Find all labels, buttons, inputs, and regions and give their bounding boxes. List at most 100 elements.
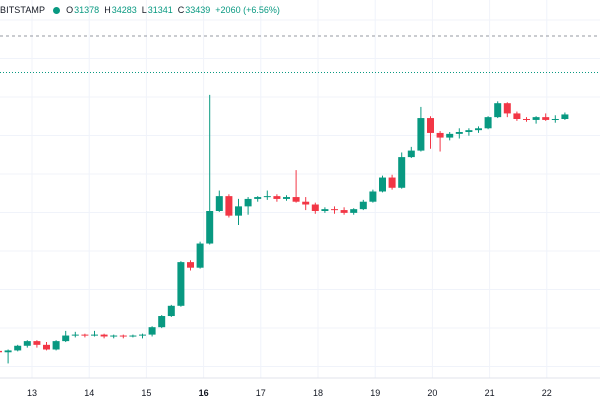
candle [446,132,454,141]
candle-body [43,344,50,350]
candle [494,101,502,119]
candle-body [167,305,175,317]
x-tick-label: 13 [27,388,37,398]
candle-body [532,117,540,120]
candle-body [446,133,454,138]
candle [561,112,569,120]
candle-body [340,210,348,213]
x-tick-label: 17 [256,388,266,398]
high-label: H [104,5,111,15]
candle-body [100,334,108,337]
change-value: +2060 (+6.56%) [215,5,280,15]
candle-body [379,177,386,192]
x-tick-label: 19 [370,388,380,398]
candle-body [388,177,396,188]
candle [321,207,329,213]
candle [254,196,262,202]
candle-body [494,103,502,118]
low-label: L [141,5,147,15]
candle-body [0,350,2,353]
high-value: 34283 [111,5,137,15]
candle [359,199,367,211]
candle-body [321,209,329,212]
candle [331,206,338,214]
candle [407,146,415,159]
x-tick-label: 15 [141,388,151,398]
candle-body [551,118,559,120]
candle-body [542,117,550,120]
candle-body [235,206,242,216]
candle [551,115,559,123]
x-tick-label: 14 [84,388,94,398]
candle-body [91,334,98,336]
candle-body [475,128,482,131]
candle [91,330,98,337]
candle-body [350,209,358,213]
candle [532,116,540,124]
candle [52,340,60,351]
candle-body [14,345,22,351]
candle-body [359,201,367,210]
candle [292,170,300,203]
candle-body [283,197,290,199]
candle [350,208,358,215]
low-value: 31341 [147,5,173,15]
candle-body [369,191,377,202]
candle-body [62,335,70,342]
candle-body [110,335,118,337]
candle-body [292,197,300,202]
candle-body [427,118,434,133]
candle-body [119,335,127,337]
candle-body [302,201,310,205]
x-tick-label: 18 [313,388,323,398]
market-status-icon [53,6,61,14]
candle-body [484,117,492,129]
open-label: O [66,5,74,15]
candle-body [503,103,511,114]
close-value: 33439 [185,5,211,15]
candle-body [52,341,60,350]
grid-lines [0,0,600,378]
candle-body [561,114,569,119]
candle-body [177,262,185,306]
candle [273,194,281,202]
candle-body [81,334,89,336]
candle-body [225,196,233,216]
x-tick-label: 20 [427,388,437,398]
candle [177,261,185,307]
candle [465,128,473,136]
candle [455,128,463,139]
candle [33,340,41,348]
candle [0,350,2,353]
close-label: C [177,5,185,15]
candle [129,334,137,338]
candle [379,175,386,193]
candle-body [158,316,166,328]
candle [388,174,396,190]
candle [475,126,482,133]
candle [196,241,204,269]
candle [158,315,166,329]
candle [263,190,271,200]
candle [542,113,550,121]
open-value: 31378 [74,5,100,15]
candle-body [398,157,406,188]
candle [283,195,290,201]
x-axis: 13 14 15 16 17 18 19 20 21 22 [27,388,552,398]
candles [0,94,569,364]
symbol-label: BITSTAMP [0,5,46,15]
candle-body [273,196,281,199]
candle-body [263,196,271,198]
candle [167,304,175,317]
candle [417,106,425,152]
x-tick-label: 22 [542,388,552,398]
candle [311,202,319,214]
candle [235,198,242,225]
candle-body [513,113,521,119]
candle-body [215,196,223,212]
candle-body [139,334,146,336]
candle [71,331,79,338]
candle [119,334,127,339]
